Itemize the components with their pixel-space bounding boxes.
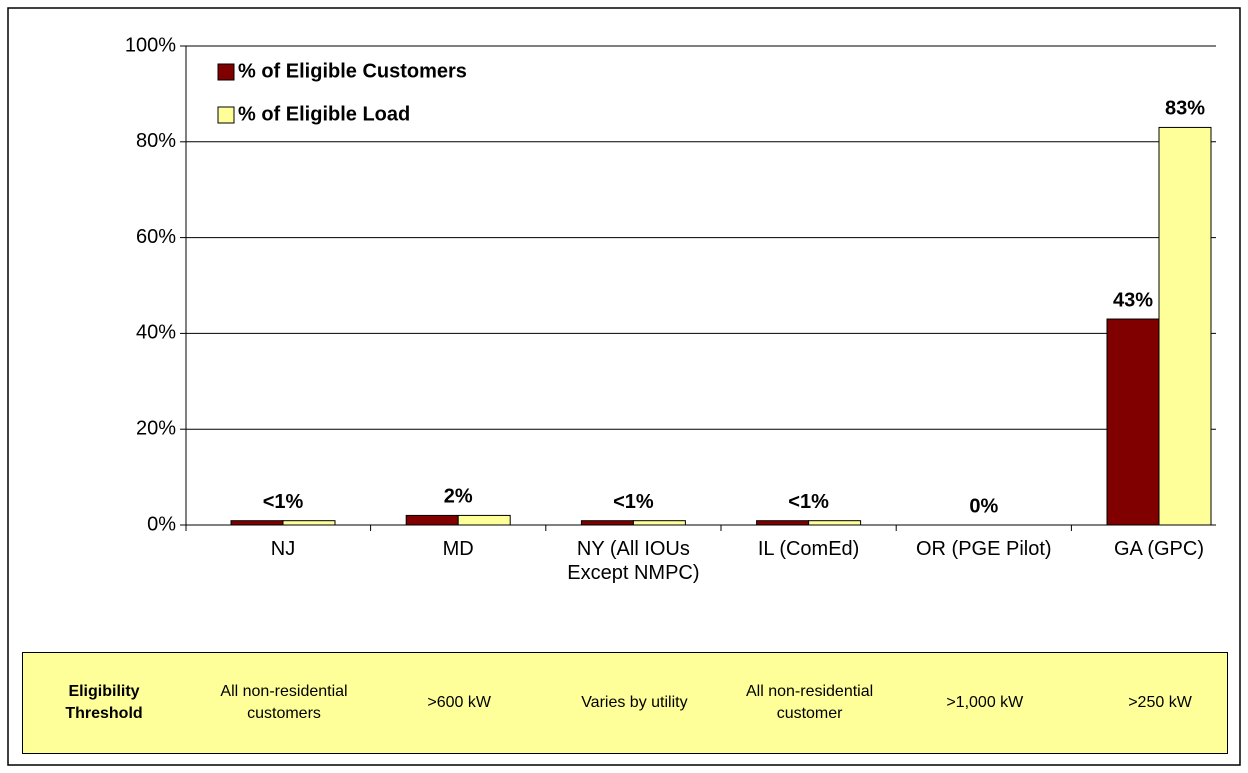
bar [230,520,284,526]
data-label: 83% [1165,98,1205,120]
data-label: <1% [788,491,829,513]
bar [580,520,634,526]
x-tick-label: GA (GPC) [1113,538,1204,560]
y-tick-label: 40% [136,322,176,344]
y-tick-label: 80% [136,130,176,152]
table-header: Eligibility Threshold [65,683,143,722]
data-label: 2% [444,486,473,508]
bar [756,520,810,526]
bar [1106,318,1160,526]
data-label: <1% [613,491,654,513]
table-cell: All non-residential customer [746,683,874,722]
data-label: 43% [1113,289,1153,311]
bar [1158,126,1212,526]
y-tick-label: 100% [125,34,176,56]
x-tick-label: IL (ComEd) [757,538,860,560]
bar [457,514,511,526]
threshold-table: Eligibility Threshold All non-residential… [22,652,1228,754]
bar [808,520,862,526]
y-tick-label: 60% [136,226,176,248]
frame [7,7,1241,766]
table-cell: All non-residential customers [220,683,348,722]
y-tick-label: 0% [147,513,176,535]
y-tick-label: 20% [136,417,176,439]
bar [282,520,336,526]
table-cell: >250 kW [1128,694,1192,711]
legend-label: % of Eligible Load [238,103,410,125]
data-label: <1% [263,491,304,513]
legend-swatch [217,63,235,81]
bar [405,514,459,526]
x-tick-label: NY (All IOUs Except NMPC) [567,538,700,584]
bar [632,520,686,526]
table-cell: >1,000 kW [946,694,1024,711]
data-label: 0% [969,495,998,517]
x-tick-label: OR (PGE Pilot) [916,538,1052,560]
x-tick-label: MD [442,538,474,560]
x-tick-label: NJ [270,538,296,560]
legend-swatch [217,106,235,124]
table-cell: >600 kW [427,694,491,711]
legend-label: % of Eligible Customers [238,60,467,82]
table-cell: Varies by utility [581,694,688,711]
